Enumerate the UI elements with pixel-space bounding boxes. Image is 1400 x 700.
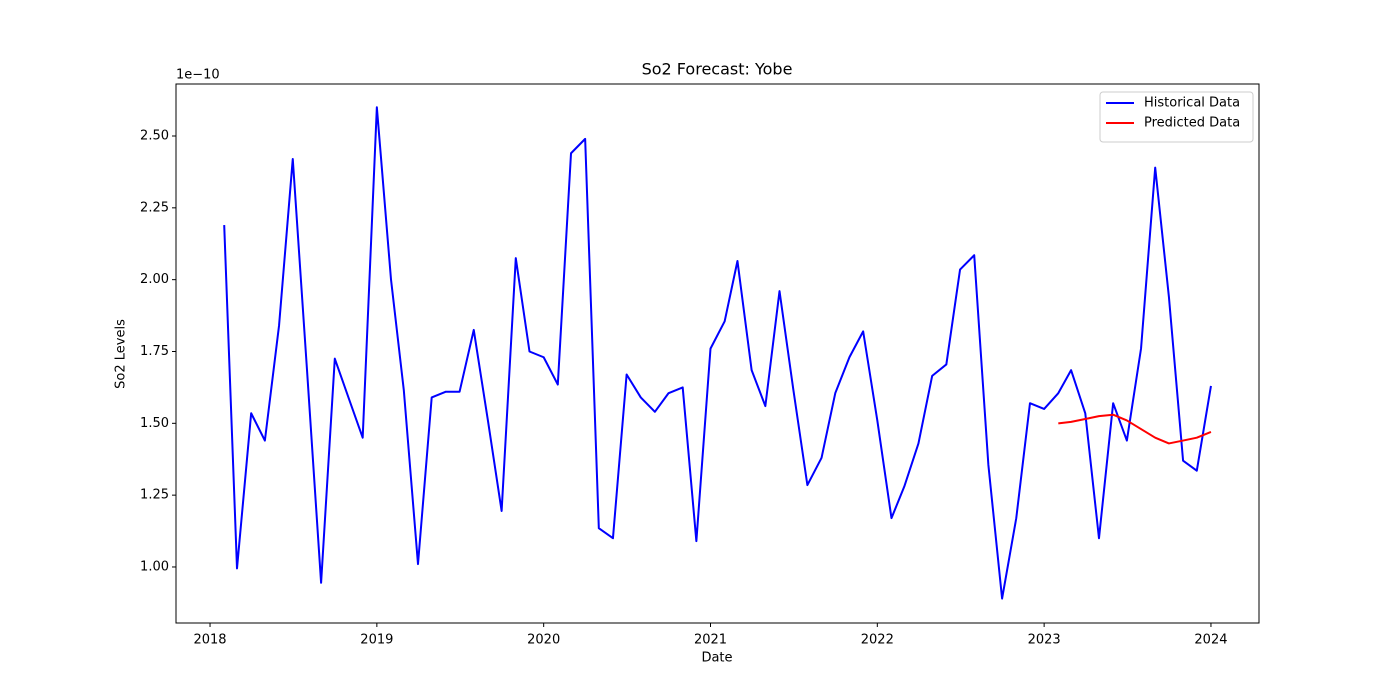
legend-label: Historical Data: [1144, 96, 1240, 111]
offset-label: 1e−10: [176, 68, 220, 83]
x-tick-label: 2018: [193, 633, 226, 648]
x-tick-label: 2024: [1194, 633, 1227, 648]
y-tick-label: 1.00: [140, 559, 169, 574]
x-tick-label: 2020: [527, 633, 560, 648]
plot-frame: [175, 83, 1260, 624]
data-line: [1058, 413, 1212, 445]
x-tick-label: 2021: [694, 633, 727, 648]
x-tick-label: 2019: [360, 633, 393, 648]
y-tick-label: 1.25: [140, 488, 169, 503]
x-axis-label: Date: [701, 651, 732, 666]
y-tick-label: 2.00: [140, 272, 169, 287]
x-tick-label: 2023: [1028, 633, 1061, 648]
y-tick-label: 1.50: [140, 416, 169, 431]
x-tick-label: 2022: [861, 633, 894, 648]
y-axis-label: So2 Levels: [114, 319, 129, 389]
legend-box: [1099, 91, 1254, 143]
y-tick-label: 2.25: [140, 200, 169, 215]
y-tick-label: 1.75: [140, 344, 169, 359]
y-tick-label: 2.50: [140, 129, 169, 144]
chart-title: So2 Forecast: Yobe: [642, 60, 793, 79]
legend-label: Predicted Data: [1144, 116, 1240, 131]
data-line: [223, 106, 1212, 600]
